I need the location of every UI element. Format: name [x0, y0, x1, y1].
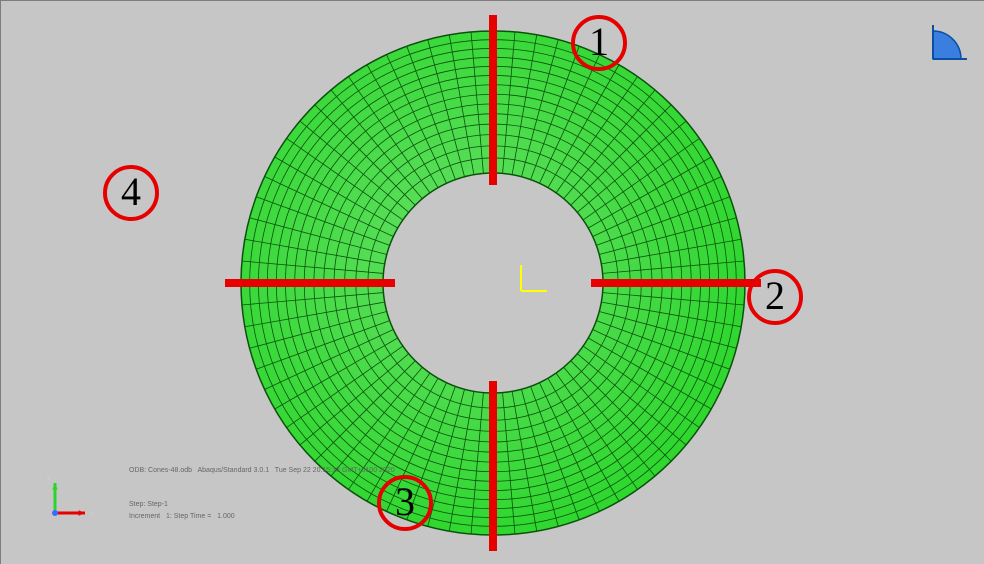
triad-x-label: x: [89, 509, 94, 519]
triad-z: [52, 510, 58, 516]
callout-1: 1: [571, 15, 627, 71]
triad-y-head: [52, 483, 57, 489]
status-line-3: Increment 1: Step Time = 1.000: [129, 513, 235, 520]
status-line-1: ODB: Cones-48.odb Abaqus/Standard 3.0.1 …: [129, 467, 395, 474]
scene-svg: xy: [1, 1, 984, 564]
triad-x-head: [79, 510, 85, 515]
triad-y-label: y: [47, 472, 52, 482]
callout-2: 2: [747, 269, 803, 325]
callout-3: 3: [377, 475, 433, 531]
status-line-2: Step: Step-1: [129, 501, 168, 508]
callout-4: 4: [103, 165, 159, 221]
callout-label: 1: [589, 18, 609, 65]
callout-label: 2: [765, 272, 785, 319]
viewport: xy ODB: Cones-48.odb Abaqus/Standard 3.0…: [0, 0, 984, 564]
view-orientation-icon[interactable]: [933, 31, 961, 59]
callout-label: 3: [395, 478, 415, 525]
callout-label: 4: [121, 168, 141, 215]
